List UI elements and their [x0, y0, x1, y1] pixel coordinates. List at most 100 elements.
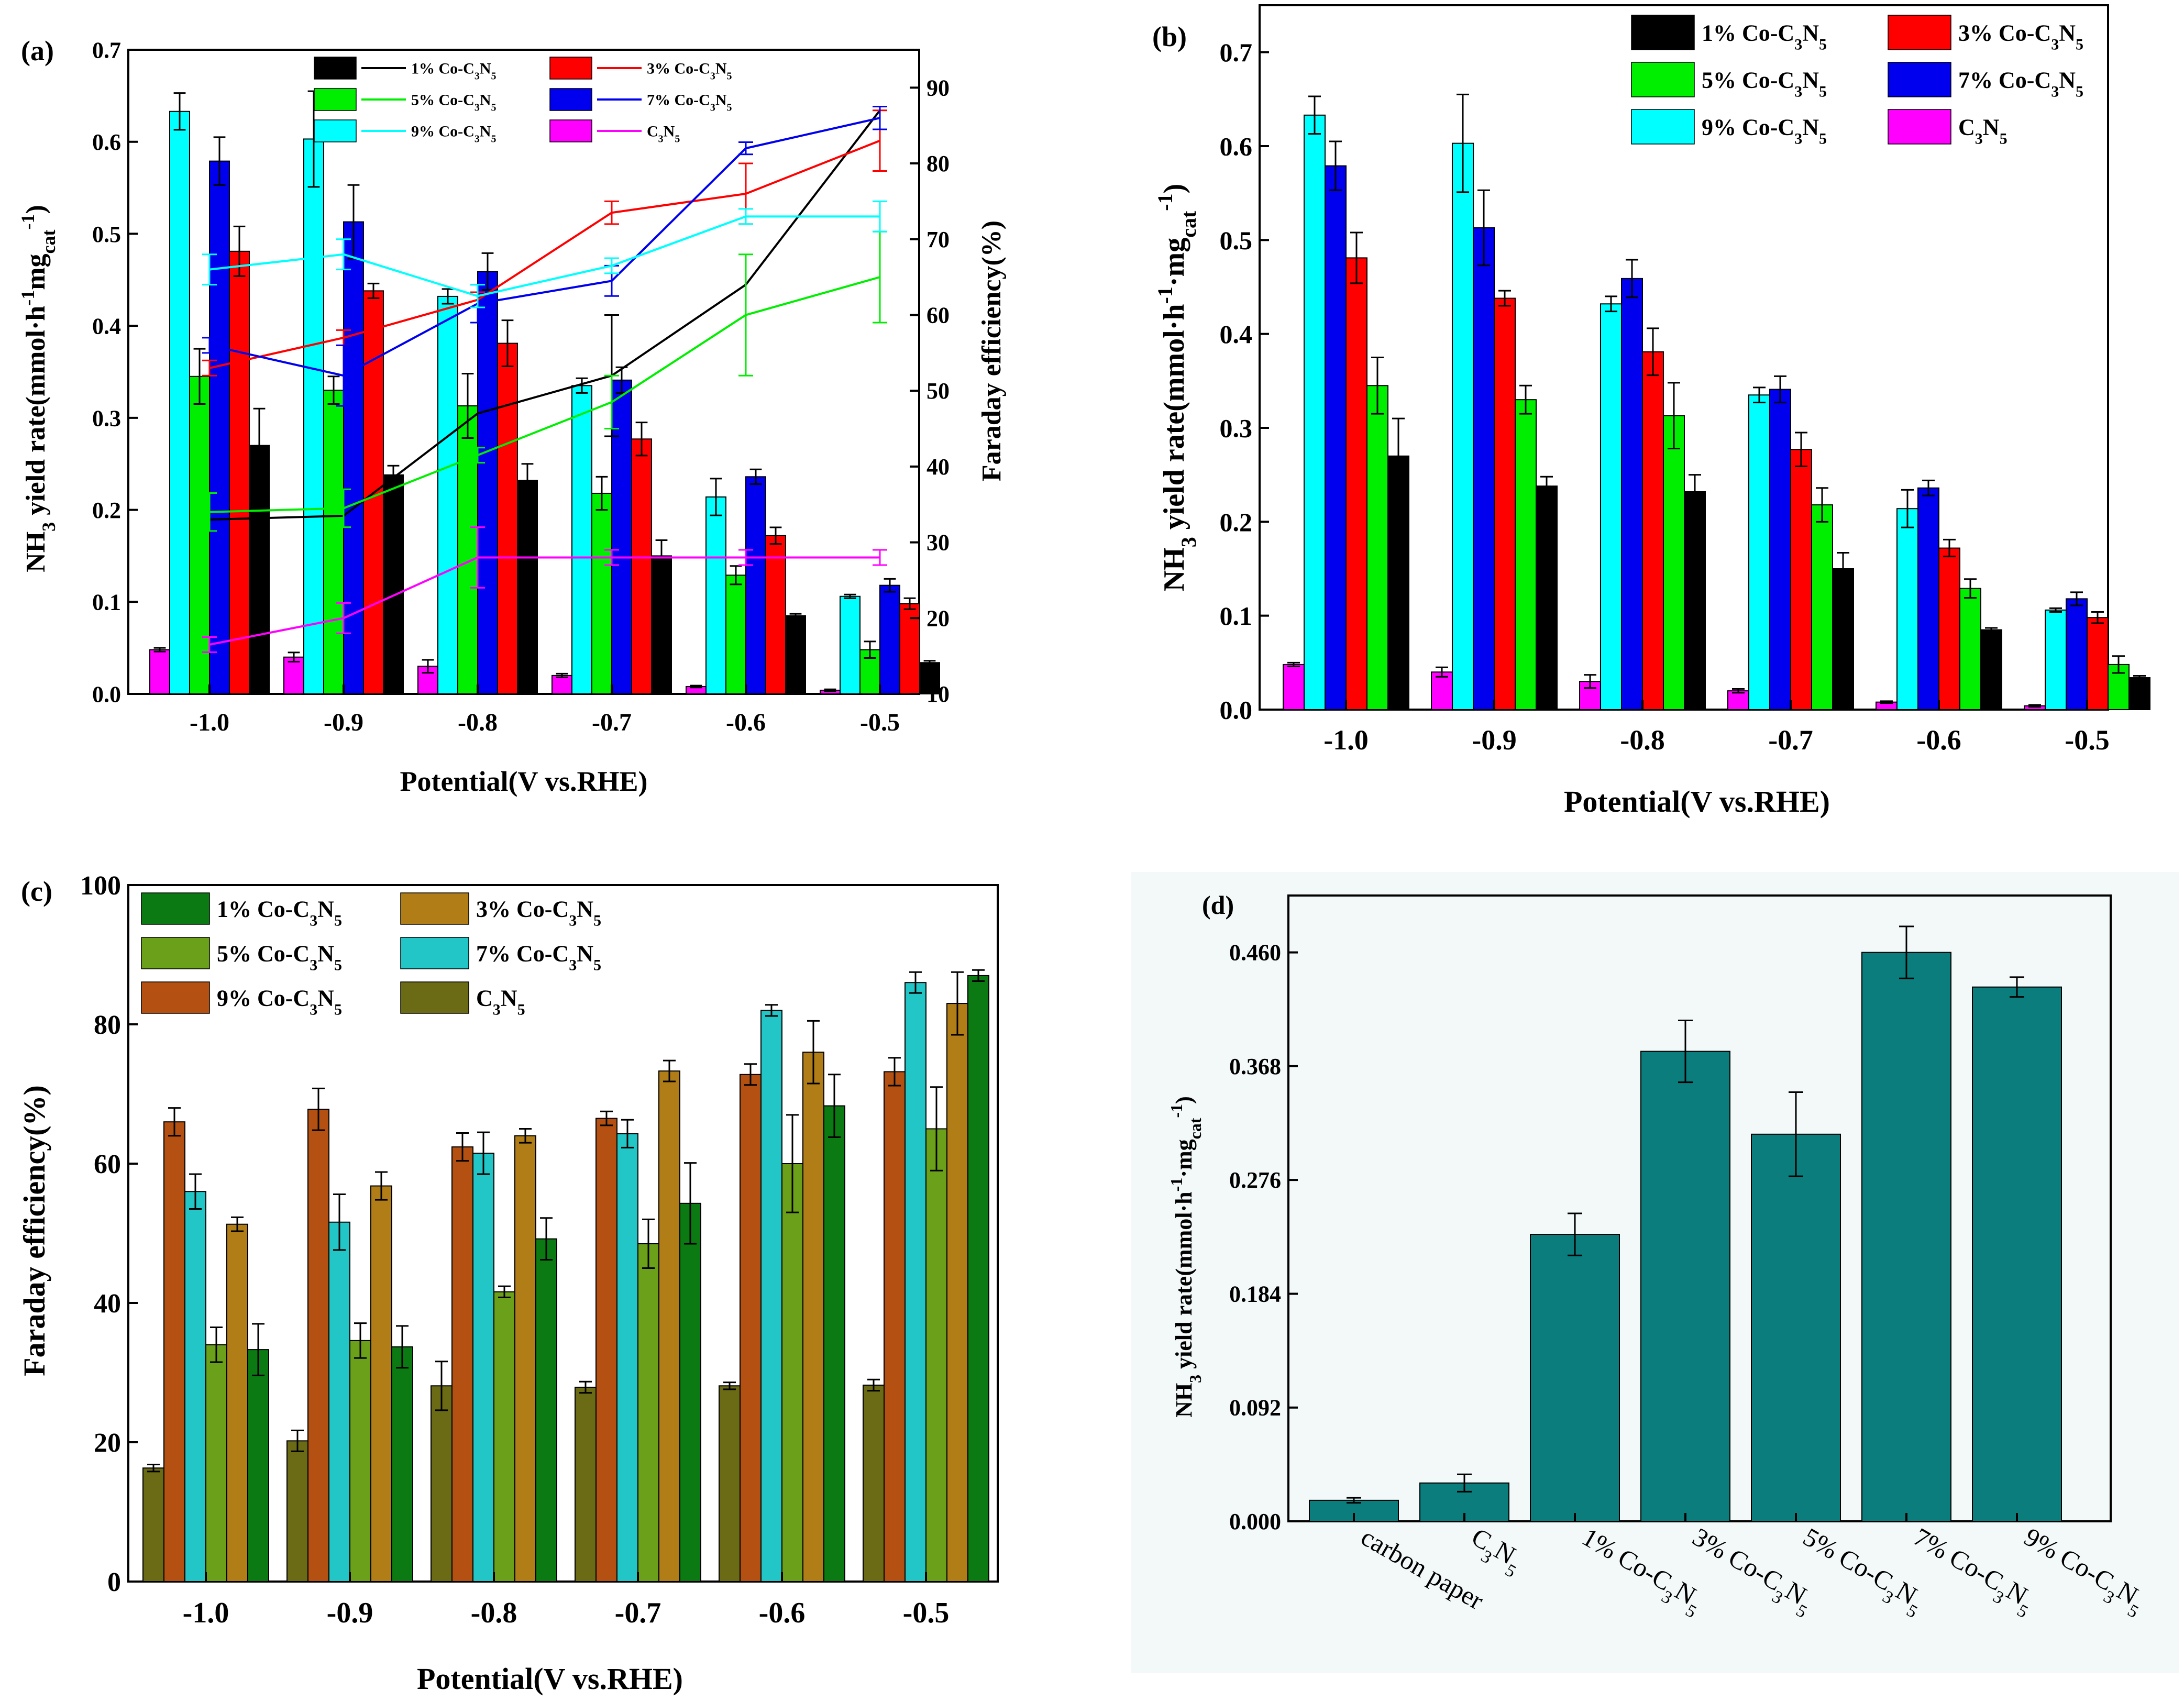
label-part: 5 — [593, 912, 601, 929]
bar-3pct-co-c3n5 — [370, 1185, 392, 1583]
label-part: 5 — [1819, 130, 1827, 147]
label-part: N — [715, 92, 727, 109]
bar-3pct-co-c3n5 — [658, 1070, 680, 1582]
bar-3pct-co-c3n5 — [1345, 257, 1367, 710]
bar-5pct-co-c3n5 — [493, 1291, 515, 1582]
panel-b-chart: 0.0 0.1 0.2 0.3 0.4 0.5 0.6 0.7 -1.0 -0.9 -0.8 -0.7… — [1220, 4, 2150, 756]
panel-b-xlabel: Potential(V vs.RHE) — [1564, 784, 1830, 819]
bar-9pct-co-c3n5 — [2045, 609, 2067, 710]
label-part: C — [1958, 114, 1975, 140]
label-part: 9% Co-C — [217, 985, 310, 1011]
bar-5pct-co-c3n5 — [323, 390, 344, 694]
legend-swatch-5pct-co-c3n5 — [141, 937, 210, 969]
legend-label-9pct-co-c3n5: 9% Co-C3N5 — [411, 123, 497, 145]
y2-tick-label: 80 — [926, 151, 950, 176]
bar-7pct-co-c3n5 — [1917, 487, 1939, 710]
y-tick-label: 0.5 — [92, 222, 121, 247]
panel-c-label: (c) — [21, 876, 52, 907]
label-part: 5 — [2076, 36, 2083, 53]
y-tick-label: 100 — [80, 871, 121, 901]
bar-1pct-co-c3n5 — [651, 555, 672, 695]
label-part: N — [480, 92, 491, 109]
label-part: 3 — [310, 912, 317, 929]
y-tick-label: 40 — [94, 1289, 121, 1319]
legend-swatch-5pct-co-c3n5 — [1631, 62, 1695, 97]
bar-9pct-co-c3n5 — [705, 496, 726, 694]
y-tick-label: 0.368 — [1229, 1054, 1281, 1079]
bar-7pct-co-c3n5 — [1473, 227, 1495, 710]
panel-a-ylabel: NH3 yield rate(mmol·h-1mgcat-1) — [17, 205, 59, 572]
y-tick-label: 60 — [94, 1150, 121, 1179]
label-part: 5 — [334, 956, 342, 974]
label-part: 5% Co-C — [411, 92, 475, 109]
fe-line-9pct-co-c3n5 — [209, 215, 880, 297]
bar-7pct-co-c3n5 — [1769, 389, 1791, 710]
label-part: 3 — [2051, 83, 2059, 100]
label-part: N — [317, 941, 334, 966]
label-part: N — [2059, 67, 2076, 93]
bar-3pct-co-c3n5 — [1642, 351, 1664, 710]
x-tick-label: -1.0 — [183, 1597, 229, 1629]
bar-3pct-co-c3n5 — [226, 1223, 248, 1582]
plot-frame — [127, 884, 999, 1583]
x-tick-label: -0.9 — [1472, 724, 1516, 756]
legend-swatch-3pct-co-c3n5 — [1888, 15, 1951, 50]
y2-tick-label: 20 — [926, 605, 950, 631]
bar-9pct-co-c3n5 — [1896, 508, 1918, 711]
x-tick-label: -1.0 — [1323, 724, 1368, 756]
bar-7pct-co-c3n5 — [209, 160, 230, 695]
x-tick-label: -0.8 — [1620, 724, 1664, 756]
bar-9pct-co-c3n5 — [307, 1109, 329, 1582]
x-tick-label: -0.7 — [1768, 724, 1813, 756]
label-part: N — [317, 896, 334, 922]
y-tick-label: 0.460 — [1229, 940, 1281, 966]
label-part: 9% Co-C — [411, 123, 475, 140]
bar-5pct-co-c3n5 — [1811, 504, 1833, 710]
panel-c-chart: 0 20 40 60 80 100 -1.0 -0.9 -0.8 -0.7 -0.6 -0.5 1% C… — [80, 871, 999, 1629]
label-part: 3 — [569, 956, 577, 974]
bar-1pct-co-c3n5 — [517, 480, 538, 694]
bar-c3n5 — [719, 1385, 741, 1583]
legend-swatch-c3n5 — [1888, 109, 1951, 145]
bar-1pct-co-c3n5 — [391, 1346, 413, 1583]
label-part: 5 — [1819, 83, 1827, 100]
panel-b-label: (b) — [1152, 21, 1187, 52]
label-part: 5 — [491, 134, 497, 145]
bar-1pct-co-c3n5 — [967, 975, 989, 1582]
legend-label-7pct-co-c3n5: 7% Co-C3N5 — [476, 941, 601, 974]
bar-1pct-co-c3n5 — [1536, 485, 1558, 710]
legend-label-3pct-co-c3n5: 3% Co-C3N5 — [647, 60, 732, 82]
label-part: 3 — [310, 956, 317, 974]
bar-7pct-co-c3n5 — [611, 379, 632, 694]
x-tick-label: -1.0 — [190, 709, 229, 736]
bar-9pct-co-c3n5 — [884, 1071, 906, 1582]
bar-9pct-co-c3n5 — [1972, 986, 2062, 1522]
x-tick-label: -0.9 — [324, 709, 363, 736]
bar-1pct-co-c3n5 — [535, 1238, 557, 1582]
label-part: 3 — [710, 102, 715, 114]
bar-3pct-co-c3n5 — [1640, 1051, 1730, 1522]
panel-c-xlabel: Potential(V vs.RHE) — [417, 1662, 683, 1696]
bar-3pct-co-c3n5 — [2087, 617, 2109, 710]
y-tick-label: 0.6 — [92, 129, 121, 155]
bar-9pct-co-c3n5 — [840, 595, 861, 694]
label-part: 7% Co-C — [1958, 67, 2051, 93]
bar-3pct-co-c3n5 — [765, 535, 786, 694]
y2-tick-label: 70 — [926, 227, 950, 252]
bar-1pct-co-c3n5 — [785, 615, 806, 694]
label-part: 5 — [334, 1001, 342, 1018]
label-part: 3 — [710, 71, 715, 82]
bar-c3n5 — [863, 1384, 885, 1582]
bar-9pct-co-c3n5 — [1600, 303, 1622, 710]
label-part: 5% Co-C — [1702, 67, 1794, 93]
bar-1pct-co-c3n5 — [1387, 455, 1409, 710]
y-tick-label: 20 — [94, 1428, 121, 1458]
bar-7pct-co-c3n5 — [745, 476, 766, 694]
bar-3pct-co-c3n5 — [946, 1003, 968, 1582]
label-part: 9% Co-C — [1702, 114, 1794, 140]
bar-3pct-co-c3n5 — [1790, 449, 1812, 710]
label-part: 3 — [1794, 36, 1802, 53]
x-tick-label: -0.9 — [327, 1597, 373, 1629]
label-part: N — [577, 941, 593, 966]
